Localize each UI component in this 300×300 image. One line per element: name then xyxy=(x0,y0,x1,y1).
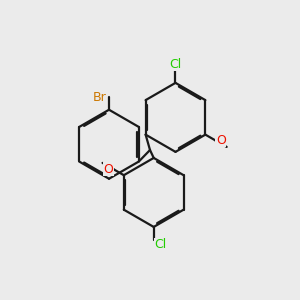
Text: O: O xyxy=(216,134,226,147)
Text: Cl: Cl xyxy=(169,58,181,71)
Text: Br: Br xyxy=(92,91,106,103)
Text: Cl: Cl xyxy=(154,238,167,251)
Text: O: O xyxy=(103,163,113,176)
